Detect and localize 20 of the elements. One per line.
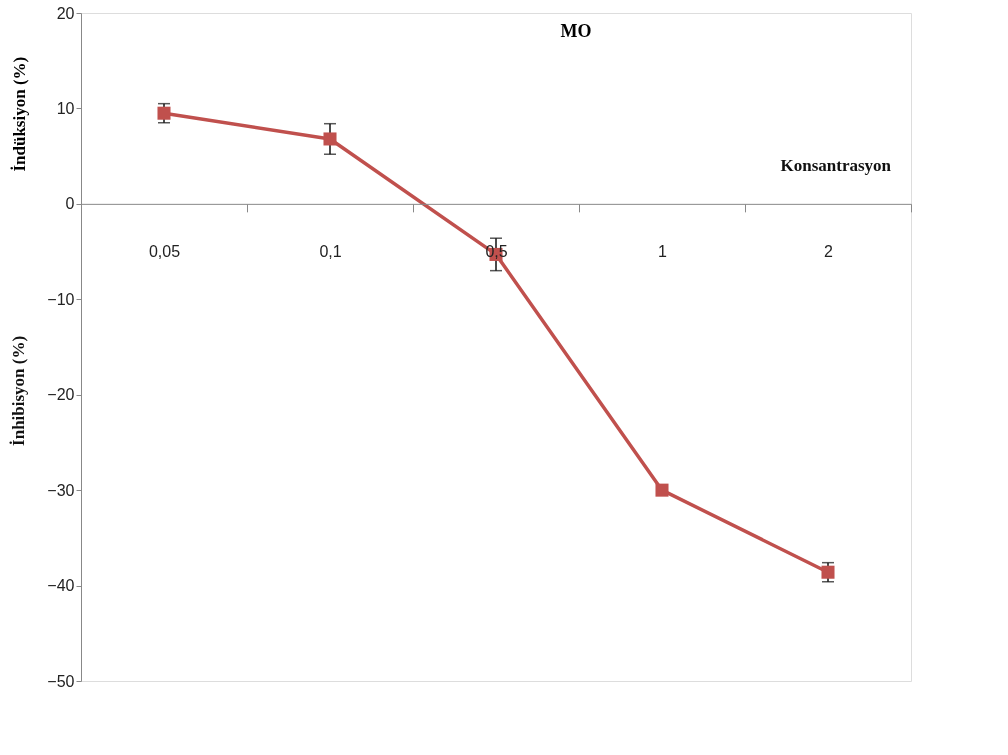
y-tick-label: −10 [47,290,75,308]
point [655,483,669,497]
point [157,106,171,120]
x-tick-label: 1 [658,243,668,261]
x-tick-label: 0,05 [148,243,181,261]
y-tick-label: −20 [47,386,75,404]
x-axis-title: Konsantrasyon [780,155,892,175]
y-tick-label: −50 [47,672,75,690]
y-tick-label: −40 [47,577,75,595]
x-tick-label: 0,1 [319,243,342,261]
point [821,565,835,579]
point [323,132,337,146]
y-tick-label: 10 [56,99,75,117]
y-tick-label: 20 [56,4,75,22]
y-tick-label: 0 [65,195,75,213]
x-tick-label: 2 [824,243,834,261]
y-axis-title: İndüksiyon (%) [9,56,29,172]
chart-title: MO [560,21,592,41]
y-tick-label: −30 [47,481,75,499]
text: İnhibisyon (%) [9,335,28,446]
